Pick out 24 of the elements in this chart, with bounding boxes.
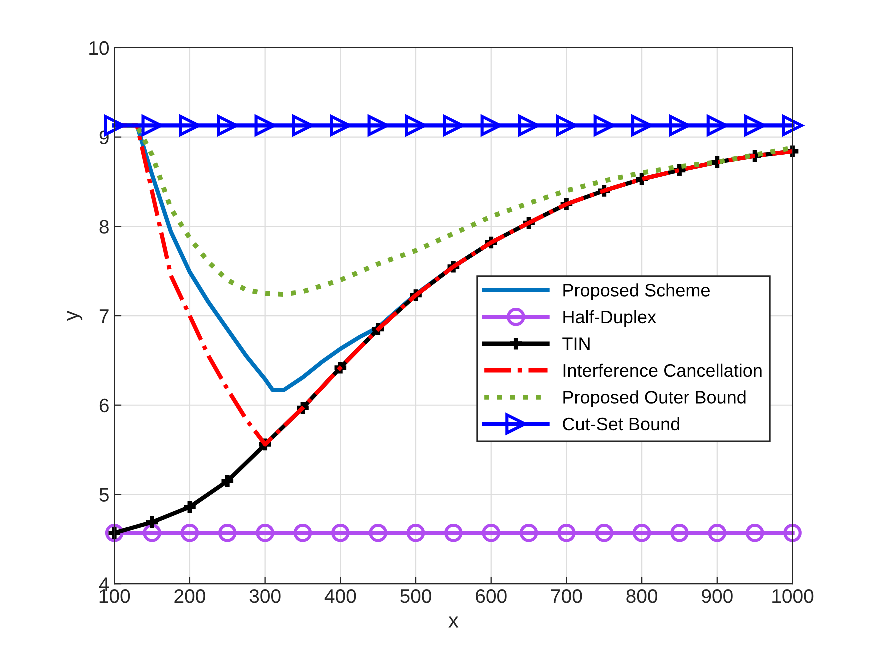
y-axis-title: y [67,310,83,322]
x-tick-label: 200 [174,589,206,604]
x-tick-label: 900 [702,589,733,604]
x-tick-label: 500 [400,589,432,604]
legend-label: TIN [562,338,590,350]
legend-label: Cut-Set Bound [563,417,680,431]
y-tick-label: 5 [100,488,109,502]
y-tick-label: 8 [100,220,109,234]
x-tick-label: 600 [476,589,507,604]
x-tick-label: 1000 [772,589,814,604]
y-tick-label: 7 [100,310,109,324]
x-tick-label: 100 [100,589,130,604]
legend-label: Proposed Scheme [564,284,710,300]
x-tick-label: 800 [626,589,658,604]
x-axis-title: x [448,616,459,628]
legend-label: Interference Cancellation [564,364,762,378]
y-tick-label: 10 [90,41,110,56]
x-tick-label: 300 [250,589,281,604]
y-tick-label: 6 [100,398,109,413]
y-tick-label: 4 [99,578,110,592]
x-tick-label: 700 [551,589,582,604]
legend-label: Proposed Outer Bound [564,390,746,408]
x-tick-label: 400 [324,589,356,604]
legend-label: Half-Duplex [564,310,656,328]
